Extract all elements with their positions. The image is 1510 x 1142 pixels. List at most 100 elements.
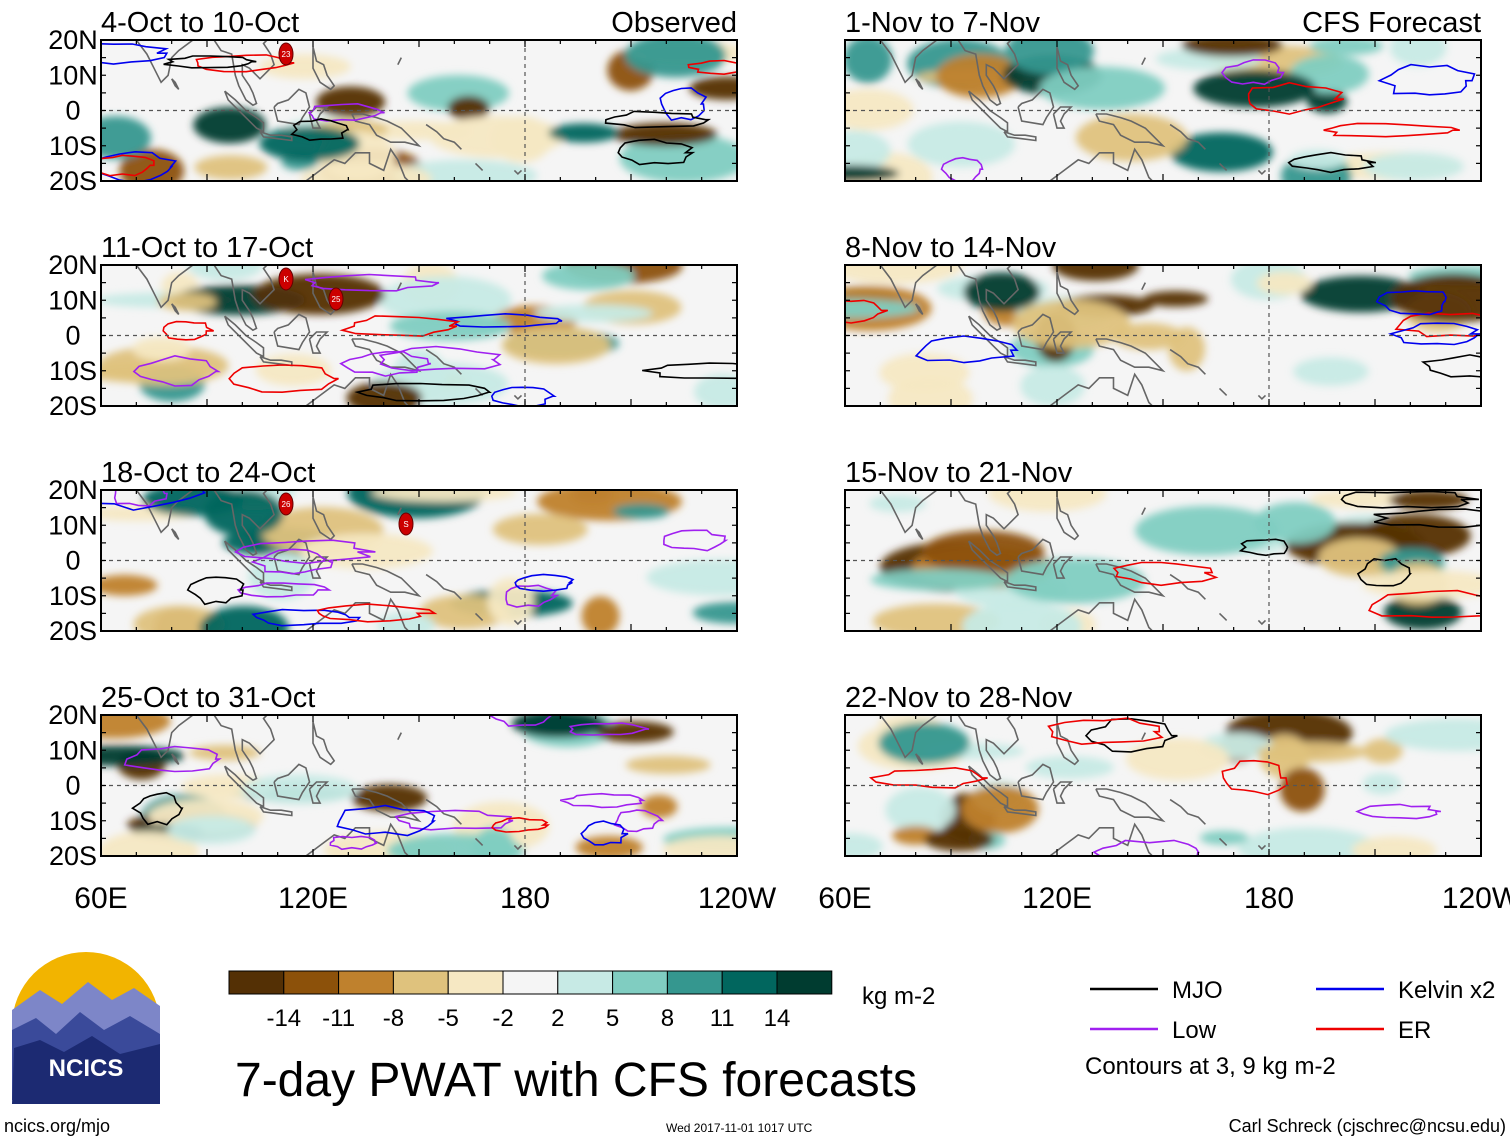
colorbar-tick-label: 2 [551,1005,564,1032]
coastline [313,22,320,33]
coastline [957,715,1020,782]
anomaly-blobs [845,715,1481,856]
wave-contour [1287,151,1377,174]
coastline [397,282,403,291]
anomaly-blob [869,494,927,513]
coastline [397,507,403,516]
coastline [1141,507,1147,516]
lat-tick-label: 10N [48,735,98,765]
wave-contour [642,362,737,380]
footer-timestamp: Wed 2017-11-01 1017 UTC [666,1121,813,1135]
coastline [1003,805,1037,817]
coastline [223,90,265,134]
coastline [425,348,462,375]
legend-item: Kelvin x2 [1316,977,1495,1004]
anomaly-blob [101,574,158,596]
anomaly-blob [619,134,737,181]
anomaly-blob [167,815,256,845]
coastline [1056,46,1080,91]
coastline [957,490,1020,557]
wave-contour [113,490,168,507]
coastline [1257,169,1267,176]
coastline [914,78,924,90]
coastline [170,528,180,540]
wave-contour [131,791,184,826]
anomaly-blob [419,594,510,630]
coastline [1003,580,1037,592]
coastline [312,496,336,541]
anomaly-blob [199,606,289,631]
panel-source-tag: Observed [611,7,737,39]
anomaly-blob [1257,741,1367,763]
anomaly-blob [581,596,620,631]
wave-contours [940,59,1476,181]
anomaly-blobs [845,40,1464,181]
anomaly-blob [1135,505,1279,556]
lon-tick-label: 60E [818,882,871,915]
anomaly-blob [492,513,588,545]
coastlines [879,490,1267,631]
wave-contours [132,273,737,406]
coastline [170,753,180,765]
coastline [259,580,293,592]
anomaly-blob [1388,490,1469,510]
wave-contour [354,382,492,402]
anomaly-blob [1363,152,1464,181]
lat-tick-label: 20N [48,700,98,730]
lat-tick-label: 20S [49,616,97,646]
coastline [1057,22,1064,33]
anomaly-blob [1389,40,1447,67]
coastline [1034,822,1154,856]
wave-contour [505,584,560,608]
wave-contour [251,608,362,627]
coastline [474,162,484,171]
anomaly-blob [845,89,914,131]
lat-tick-label: 0 [65,321,80,351]
wave-contour [378,345,502,372]
legend-item: MJO [1090,977,1223,1004]
lon-tick-label: 120E [1022,882,1092,915]
coastline [1257,394,1267,401]
panel-ticks [100,714,738,857]
coastline [1017,763,1055,801]
storm-marker-label: 23 [282,50,291,59]
anomaly-blob [1391,273,1481,323]
anomaly-blob [692,601,737,624]
colorbar-tick-label: -11 [322,1005,355,1032]
colorbar-tick-label: 14 [764,1005,791,1032]
colorbar-tick-label: 11 [710,1005,735,1032]
legend-item: Low [1090,1017,1217,1044]
coastline [1095,338,1166,373]
wave-contour [1377,63,1476,96]
colorbar-tick-label: -8 [383,1005,404,1032]
map-panel: 23 4-Oct to 10-Oct Observed 20N 10N 0 10S 20S [48,7,738,196]
lat-tick-label: 20S [49,841,97,871]
coastline [308,331,330,354]
coastline [1056,721,1080,766]
wave-contour [339,350,432,377]
anomaly-blob [255,353,332,386]
lat-tick-label: 10N [48,60,98,90]
panel-ticks [844,264,1482,407]
wave-contour [316,603,438,623]
anomaly-blob [1181,40,1283,57]
coastline [273,763,311,801]
wave-contour [1323,122,1461,138]
wave-contour [613,809,665,833]
wave-contour [101,150,178,181]
coastline [1017,88,1055,126]
storm-marker-label: 26 [282,500,291,509]
lat-tick-label: 20N [48,475,98,505]
anomaly-blob [248,552,315,601]
coastline [425,798,462,825]
anomaly-blob [316,86,386,118]
panel-period-label: 22-Nov to 28-Nov [845,682,1073,714]
coastline [308,556,330,579]
wave-contour [1092,839,1200,856]
colorbar-tick-label: -14 [266,1005,301,1032]
wave-contour [1220,59,1285,86]
coastline [1169,348,1206,375]
map-panel: 15-Nov to 21-Nov [844,457,1482,632]
coastlines [879,715,1267,856]
wave-contour [304,273,440,292]
